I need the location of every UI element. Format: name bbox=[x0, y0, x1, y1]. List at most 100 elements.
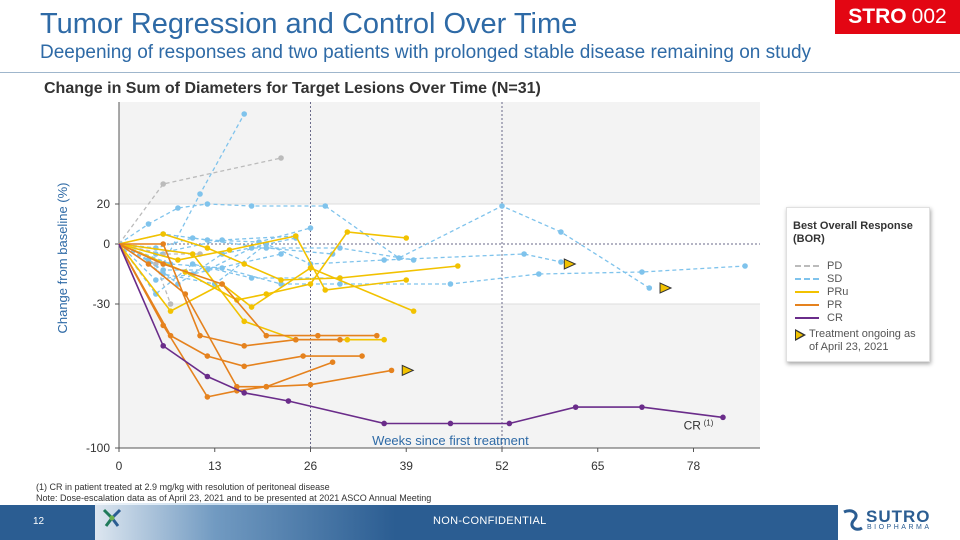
x-tick-label: 26 bbox=[304, 459, 318, 473]
data-point bbox=[219, 237, 225, 243]
data-point bbox=[403, 277, 410, 283]
data-point bbox=[167, 332, 174, 339]
data-point bbox=[315, 332, 321, 339]
data-point bbox=[263, 383, 270, 390]
data-point bbox=[381, 336, 387, 343]
sutro-logo-name: SUTRO bbox=[866, 507, 931, 526]
data-point bbox=[639, 269, 645, 275]
data-point bbox=[167, 301, 174, 307]
data-point bbox=[499, 203, 505, 209]
data-point bbox=[558, 259, 564, 265]
data-point bbox=[189, 261, 196, 267]
data-point bbox=[197, 191, 203, 197]
data-point bbox=[248, 245, 255, 251]
data-point bbox=[403, 235, 410, 241]
series-line bbox=[118, 243, 414, 313]
series-line bbox=[118, 243, 333, 388]
data-point bbox=[292, 336, 299, 343]
data-point bbox=[521, 251, 527, 257]
data-point bbox=[263, 332, 270, 339]
legend-label: PD bbox=[827, 260, 843, 272]
sutro-logo-icon bbox=[843, 509, 863, 531]
data-point bbox=[167, 308, 174, 314]
data-point bbox=[720, 414, 726, 421]
data-point bbox=[204, 373, 211, 380]
footnote-2: Note: Dose-escalation data as of April 2… bbox=[36, 493, 432, 503]
data-point bbox=[197, 332, 203, 339]
data-point bbox=[160, 231, 166, 237]
data-point bbox=[742, 263, 748, 269]
series-sd-4 bbox=[118, 201, 653, 291]
series-line bbox=[118, 243, 282, 281]
data-point bbox=[300, 353, 306, 359]
y-tick-label: -30 bbox=[93, 297, 111, 311]
x-tick-label: 13 bbox=[208, 459, 222, 473]
series-pru-15 bbox=[118, 231, 461, 283]
series-line bbox=[118, 243, 385, 341]
series-line bbox=[118, 243, 414, 271]
data-point bbox=[153, 261, 159, 267]
legend-label: SD bbox=[827, 273, 843, 285]
data-point bbox=[189, 235, 196, 241]
page-subtitle: Deepening of responses and two patients … bbox=[40, 42, 812, 63]
ongoing-marker bbox=[659, 282, 673, 294]
data-point bbox=[337, 275, 343, 281]
data-point bbox=[344, 229, 351, 235]
data-point bbox=[278, 251, 284, 257]
legend-label: PR bbox=[827, 299, 843, 311]
data-point bbox=[381, 257, 387, 263]
data-point bbox=[307, 281, 314, 287]
legend-label: PRu bbox=[827, 286, 849, 298]
data-point bbox=[337, 336, 343, 343]
footnote-1: (1) CR in patient treated at 2.9 mg/kg w… bbox=[36, 482, 330, 492]
ongoing-legend-label: Treatment ongoing as of April 23, 2021 bbox=[809, 328, 916, 353]
molecule-icon bbox=[102, 508, 122, 527]
data-point bbox=[337, 281, 343, 287]
spider-chart: 0 13 26 39 52 65 78 20 0 -30 -100 Change from basel… bbox=[55, 102, 760, 473]
series-pd-0 bbox=[118, 155, 284, 245]
data-point bbox=[204, 245, 211, 251]
series-pr-21 bbox=[119, 241, 343, 349]
data-point bbox=[160, 267, 166, 273]
data-point bbox=[263, 291, 270, 297]
page-number: 12 bbox=[33, 516, 45, 527]
data-point bbox=[204, 201, 211, 207]
data-point bbox=[160, 181, 166, 187]
cr-annotation: CR bbox=[684, 419, 702, 433]
legend-title: Best Overall Response (BOR) bbox=[793, 220, 913, 245]
legend-item-pd: PD bbox=[795, 260, 842, 272]
data-point bbox=[639, 404, 645, 410]
x-axis-label: Weeks since first treatment bbox=[372, 433, 529, 448]
data-point bbox=[248, 203, 255, 209]
data-point bbox=[536, 271, 542, 277]
x-tick-label: 52 bbox=[495, 459, 509, 473]
data-point bbox=[219, 265, 225, 271]
series-cr-24 bbox=[118, 243, 726, 427]
data-point bbox=[175, 257, 181, 263]
data-point bbox=[145, 221, 152, 227]
legend-item-pru: PRu bbox=[795, 286, 848, 298]
legend: Best Overall Response (BOR) PD SD PRu PR CR … bbox=[786, 207, 930, 362]
data-point bbox=[160, 343, 166, 349]
data-point bbox=[307, 381, 314, 388]
data-point bbox=[241, 390, 248, 396]
data-point bbox=[204, 394, 211, 400]
data-point bbox=[241, 363, 248, 370]
data-point bbox=[204, 353, 211, 359]
legend-swatch bbox=[795, 278, 819, 280]
data-point bbox=[160, 261, 166, 267]
badge-number: 002 bbox=[911, 5, 947, 28]
data-point bbox=[278, 277, 284, 283]
data-point bbox=[322, 203, 329, 209]
cr-annotation-superscript: (1) bbox=[704, 419, 714, 428]
data-point bbox=[248, 275, 255, 281]
page-title: Tumor Regression and Control Over Time bbox=[40, 8, 578, 40]
data-point bbox=[278, 155, 284, 161]
data-point bbox=[285, 398, 292, 404]
data-point bbox=[506, 420, 513, 427]
ongoing-marker bbox=[563, 258, 577, 270]
legend-item-sd: SD bbox=[795, 273, 842, 285]
ongoing-marker bbox=[401, 364, 415, 377]
data-point bbox=[241, 111, 248, 117]
data-point bbox=[373, 332, 380, 339]
